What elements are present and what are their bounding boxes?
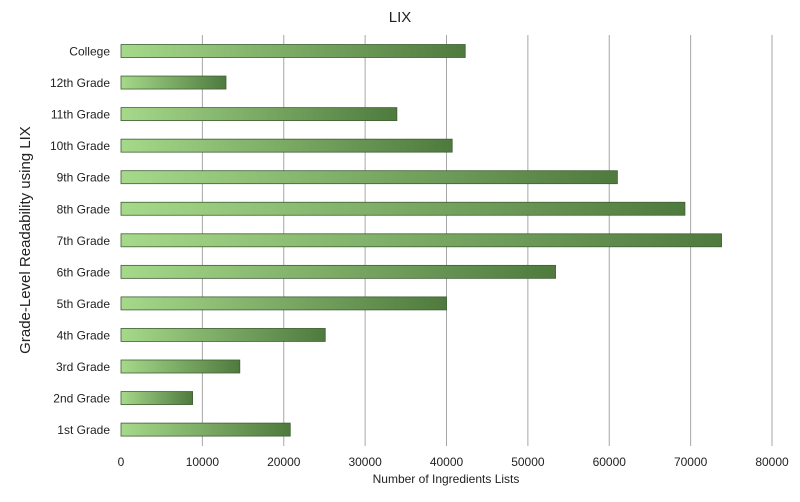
category-label: 3rd Grade	[56, 360, 110, 374]
bars	[120, 44, 722, 437]
bar	[120, 170, 618, 185]
bar	[120, 233, 722, 248]
category-label: 9th Grade	[57, 171, 111, 185]
x-axis-label: Number of Ingredients Lists	[373, 472, 520, 486]
bar	[120, 75, 227, 90]
category-label: 10th Grade	[50, 139, 110, 153]
x-tick-label: 40000	[430, 455, 464, 469]
bar	[120, 328, 326, 342]
bar	[120, 264, 556, 279]
x-tick-label: 10000	[186, 455, 220, 469]
bar	[120, 296, 447, 311]
x-tick-label: 50000	[511, 455, 545, 469]
category-label: 7th Grade	[57, 234, 111, 248]
bar	[120, 422, 291, 437]
bar	[120, 391, 194, 405]
chart-title: LIX	[389, 9, 412, 26]
bar	[120, 44, 466, 58]
category-label: 5th Grade	[57, 297, 111, 311]
bar	[120, 138, 453, 153]
x-tick-labels: 0 10000 20000 30000 40000 50000 60000 70000 8000…	[118, 455, 789, 469]
category-label: 2nd Grade	[53, 392, 110, 406]
category-label: 12th Grade	[50, 76, 110, 90]
bar	[120, 359, 241, 374]
x-tick-label: 20000	[267, 455, 301, 469]
y-axis-label: Grade-Level Readability using LIX	[17, 126, 34, 354]
category-labels: College 12th Grade 11th Grade 10th Grade 9th…	[50, 45, 110, 438]
bar	[120, 107, 398, 121]
x-tick-label: 0	[118, 455, 125, 469]
category-label: 4th Grade	[57, 328, 111, 342]
category-label: 8th Grade	[57, 202, 111, 216]
bar	[120, 201, 686, 216]
category-label: College	[69, 45, 110, 59]
x-tick-label: 30000	[348, 455, 382, 469]
x-tick-label: 60000	[593, 455, 627, 469]
x-tick-label: 70000	[674, 455, 708, 469]
category-label: 11th Grade	[51, 108, 110, 122]
category-label: 1st Grade	[57, 423, 110, 437]
category-label: 6th Grade	[57, 265, 111, 279]
x-tick-label: 80000	[755, 455, 789, 469]
